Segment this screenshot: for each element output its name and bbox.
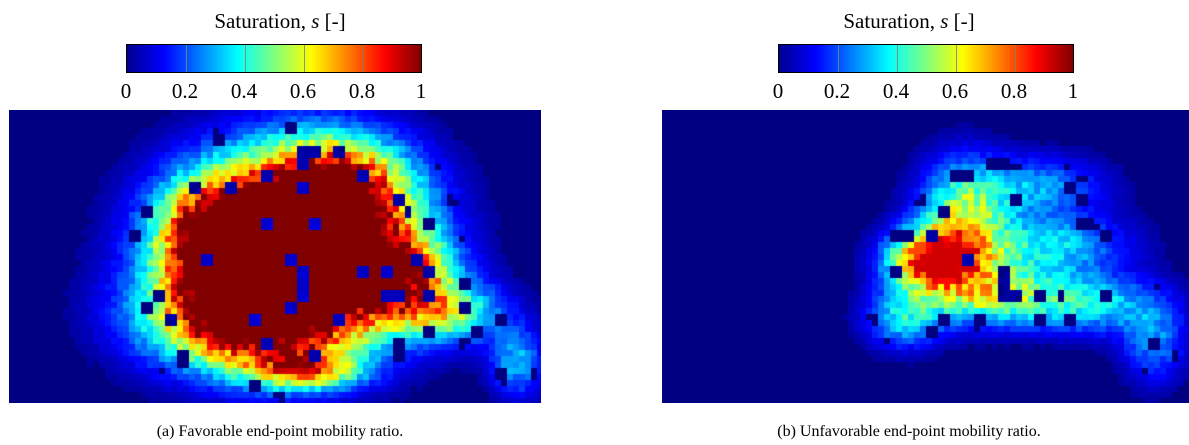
colorbar-tick [363,45,364,72]
colorbar-tick [245,45,246,72]
colorbar-tick [838,45,839,72]
colorbar-tick-label: 0.2 [171,79,199,103]
colorbar-title-unit: [-] [948,9,975,33]
colorbar-tick-label: 1 [1067,79,1079,103]
colorbar-tick [897,45,898,72]
colorbar-title-text: Saturation, [214,9,312,33]
colorbar-tick-label: 0 [120,79,132,103]
colorbar-tick [304,45,305,72]
colorbar-tick-label: 0.6 [941,79,969,103]
colorbar-tick-label: 1 [415,79,427,103]
colorbar-tick [186,45,187,72]
caption-a: (a) Favorable end-point mobility ratio. [156,423,404,440]
colorbar-tick-label: 0.6 [289,79,317,103]
colorbar-tick [1015,45,1016,72]
colorbar [778,44,1074,73]
colorbar-tick-label: 0.8 [1000,79,1028,103]
panel-a: Saturation, s [-] 0 0.2 0.4 0.6 0.8 1 (a… [0,0,560,445]
caption-b: (b) Unfavorable end-point mobility ratio… [777,423,1041,440]
colorbar-tick-label: 0.4 [882,79,910,103]
colorbar-title: Saturation, s [-] [629,9,1189,33]
panel-b: Saturation, s [-] 0 0.2 0.4 0.6 0.8 1 (b… [629,0,1189,445]
colorbar-tick-label: 0.8 [348,79,376,103]
saturation-field-a [9,110,541,403]
colorbar-tick [956,45,957,72]
colorbar [126,44,422,73]
colorbar-tick-label: 0.4 [230,79,258,103]
colorbar-tick-label: 0 [772,79,784,103]
colorbar-tick-label: 0.2 [823,79,851,103]
colorbar-title: Saturation, s [-] [0,9,560,33]
colorbar-title-symbol: s [940,9,949,33]
saturation-field-b [662,110,1189,403]
colorbar-title-symbol: s [311,9,320,33]
colorbar-title-unit: [-] [319,9,346,33]
colorbar-title-text: Saturation, [843,9,941,33]
